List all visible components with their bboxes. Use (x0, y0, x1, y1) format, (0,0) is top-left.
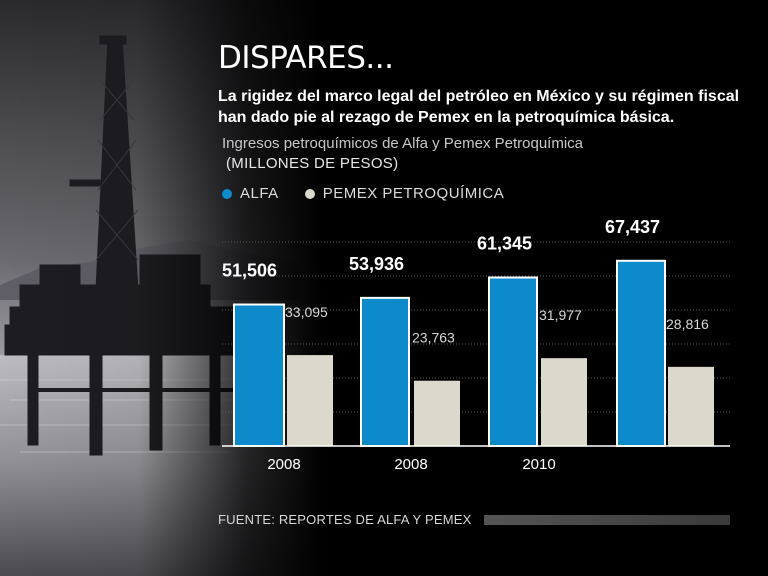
x-tick-label-2: 2010 (522, 456, 555, 473)
bar-pemex-1 (414, 380, 460, 446)
chart-units: (MILLONES DE PESOS) (226, 155, 399, 172)
bar-pemex-2 (541, 358, 587, 446)
bar-alfa-2 (488, 276, 538, 447)
x-tick-label-0: 2008 (267, 456, 300, 473)
legend: ALFA PEMEX PETROQUÍMICA (222, 185, 530, 202)
legend-label-pemex: PEMEX PETROQUÍMICA (322, 185, 505, 202)
data-label-alfa-3: 67,437 (605, 217, 660, 237)
chart-title: DISPARES... (218, 40, 394, 76)
source-note: FUENTE: REPORTES DE ALFA Y PEMEX (218, 512, 472, 527)
chart-description: Ingresos petroquímicos de Alfa y Pemex P… (222, 135, 584, 152)
data-label-pemex-0: 33,095 (285, 304, 328, 320)
data-label-alfa-1: 53,936 (349, 254, 404, 274)
data-label-alfa-0: 51,506 (222, 261, 277, 281)
chart-subtitle: La rigidez del marco legal del petróleo … (218, 88, 740, 126)
bar-alfa-0 (233, 303, 285, 447)
data-label-pemex-2: 31,977 (539, 307, 582, 323)
x-tick-label-1: 2008 (394, 456, 427, 473)
bar-pemex-0 (287, 355, 333, 446)
bar-alfa-1 (360, 296, 410, 447)
legend-item-alfa: ALFA (222, 185, 279, 202)
bar-pemex-3 (668, 366, 714, 446)
legend-item-pemex: PEMEX PETROQUÍMICA (304, 185, 505, 202)
data-label-pemex-3: 28,816 (666, 316, 709, 332)
legend-swatch-alfa (222, 188, 232, 199)
source-decorative-bar (484, 515, 730, 525)
data-label-pemex-1: 23,763 (412, 330, 455, 346)
legend-label-alfa: ALFA (240, 185, 279, 202)
legend-swatch-pemex (304, 188, 315, 199)
data-label-alfa-2: 61,345 (477, 234, 532, 254)
bar-alfa-3 (616, 259, 666, 447)
